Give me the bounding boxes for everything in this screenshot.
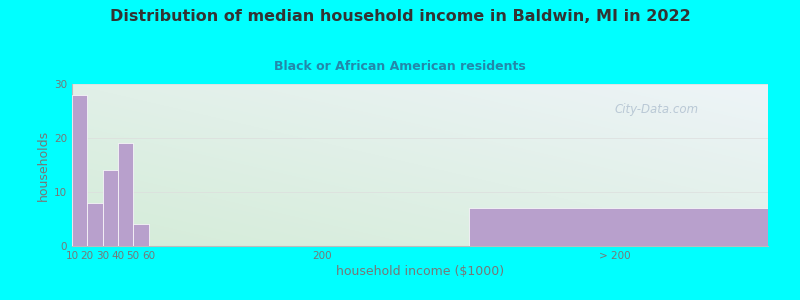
Text: Distribution of median household income in Baldwin, MI in 2022: Distribution of median household income … — [110, 9, 690, 24]
Text: Black or African American residents: Black or African American residents — [274, 60, 526, 73]
X-axis label: household income ($1000): household income ($1000) — [336, 265, 504, 278]
Bar — [118, 143, 134, 246]
Bar — [469, 208, 768, 246]
Bar — [72, 95, 87, 246]
Text: City-Data.com: City-Data.com — [615, 103, 699, 116]
Y-axis label: households: households — [37, 129, 50, 201]
Bar — [102, 170, 118, 246]
Bar — [87, 203, 102, 246]
Bar — [134, 224, 149, 246]
